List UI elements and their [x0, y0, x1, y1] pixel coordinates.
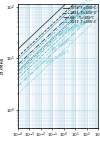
- Text: 7075 T=500°C: 7075 T=500°C: [64, 8, 89, 24]
- Y-axis label: σ /MPa: σ /MPa: [0, 58, 4, 74]
- Text: 2017 T=500°C: 2017 T=500°C: [46, 49, 71, 65]
- Text: 2017 T=450°C: 2017 T=450°C: [66, 18, 91, 34]
- Text: 6B  T=500°C: 6B T=500°C: [52, 37, 74, 52]
- Text: 2024 T=450°C: 2024 T=450°C: [77, 0, 100, 9]
- Legend: 7075  T=400°C, 2024  T=400°C, 6B    T=400°C, 2017  T=400°C: 7075 T=400°C, 2024 T=400°C, 6B T=400°C, …: [63, 6, 96, 24]
- Text: 6B  T=450°C: 6B T=450°C: [71, 8, 93, 22]
- Text: 2024 T=500°C: 2024 T=500°C: [58, 21, 83, 37]
